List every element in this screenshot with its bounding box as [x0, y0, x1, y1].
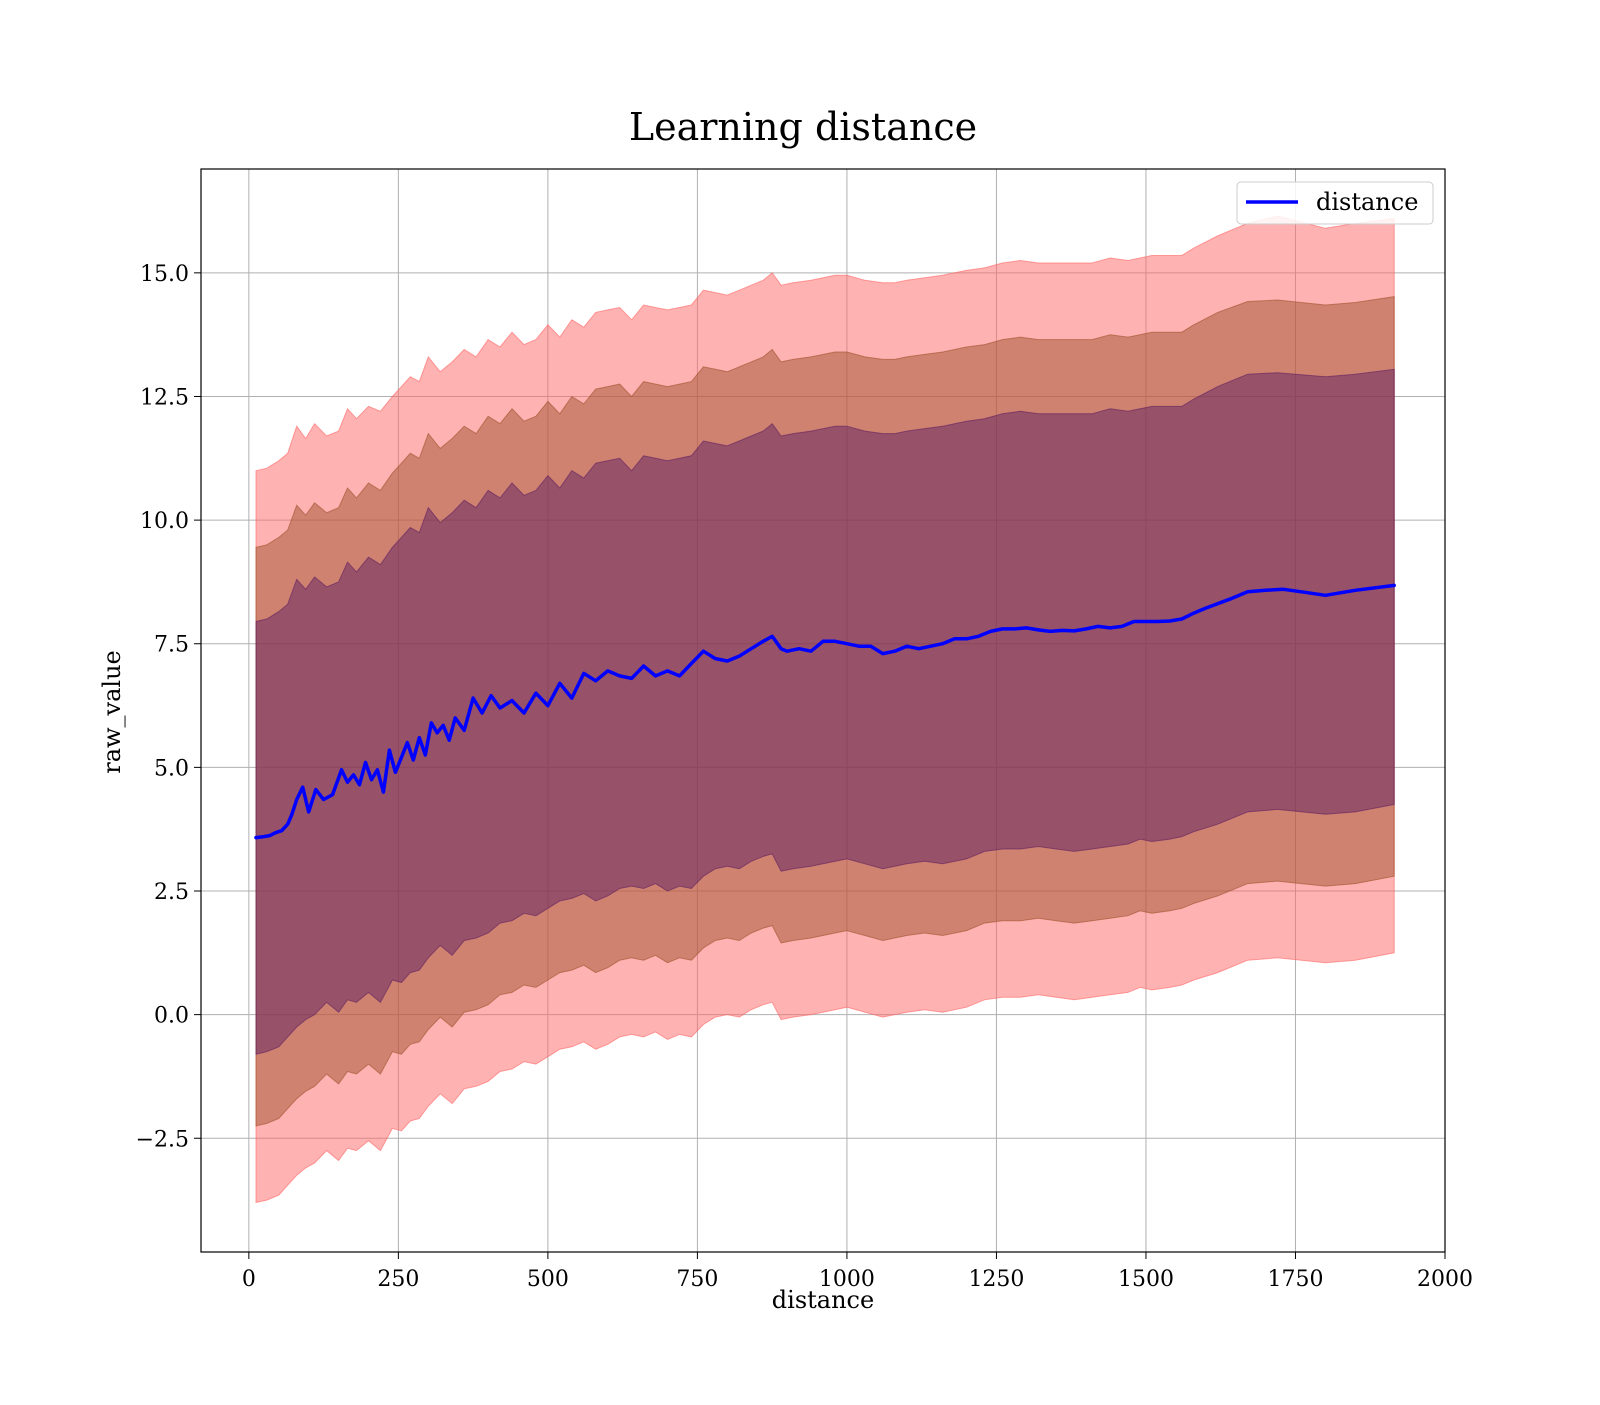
series-lines [254, 583, 1396, 840]
x-tick-label: 0 [242, 1267, 256, 1292]
y-tick-label: 2.5 [154, 880, 189, 905]
y-tick-label: 7.5 [154, 633, 189, 658]
band-area-3 [255, 368, 1395, 1055]
y-tick-label: 5.0 [154, 756, 189, 781]
y-ticks: −2.5 0.0 2.5 5.0 7.5 10.0 12.5 15.0 [136, 262, 201, 1152]
x-tick-label: 500 [527, 1267, 569, 1292]
x-axis-label: distance [772, 1286, 874, 1314]
y-tick-label: −2.5 [136, 1127, 189, 1152]
chart-title: Learning distance [629, 105, 977, 149]
x-tick-label: 1500 [1118, 1267, 1174, 1292]
legend-label: distance [1316, 188, 1418, 216]
y-tick-label: 15.0 [140, 262, 189, 287]
y-tick-label: 12.5 [140, 385, 189, 410]
x-tick-label: 750 [676, 1267, 718, 1292]
legend-box [1236, 181, 1434, 225]
bands [255, 215, 1395, 1204]
x-tick-label: 1000 [819, 1267, 875, 1292]
x-tick-label: 2000 [1417, 1267, 1473, 1292]
y-axis-label: raw_value [98, 650, 126, 774]
legend: distance [1236, 181, 1434, 225]
series-line-distance [254, 583, 1396, 840]
x-tick-label: 250 [377, 1267, 419, 1292]
x-tick-label: 1250 [968, 1267, 1024, 1292]
y-tick-label: 10.0 [140, 509, 189, 534]
x-ticks: 0 250 500 750 1000 1250 1500 1750 2000 [242, 1252, 1473, 1292]
x-tick-label: 1750 [1267, 1267, 1323, 1292]
y-tick-label: 0.0 [154, 1004, 189, 1029]
plot-frame [200, 168, 1446, 1253]
